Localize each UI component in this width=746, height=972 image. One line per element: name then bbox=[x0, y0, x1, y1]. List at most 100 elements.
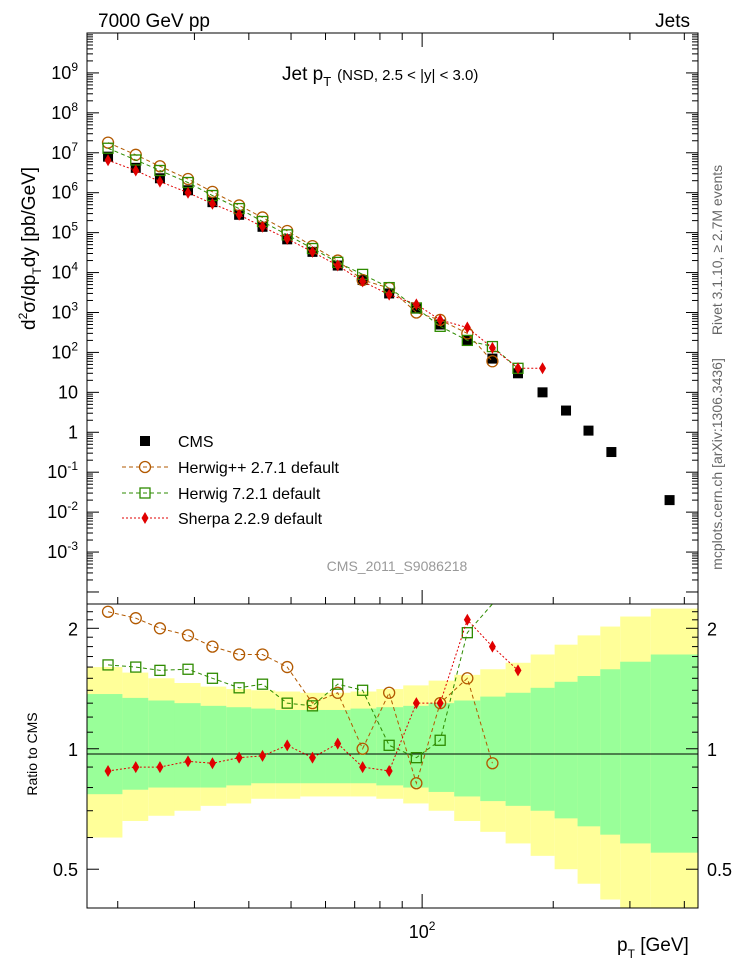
ratio-point-sherpa-2-2-9-default bbox=[463, 613, 471, 626]
point-herwig-7-2-1-default bbox=[461, 334, 473, 347]
y-tick-label: 10 bbox=[58, 382, 78, 402]
band-inner-segment bbox=[577, 675, 601, 827]
ratio-point-herwig-2-7-1-default bbox=[129, 612, 142, 625]
main-y-label-mid: σ/dp bbox=[19, 275, 40, 313]
ratio-point-herwig-2-7-1-default bbox=[256, 648, 269, 661]
ratio-point-herwig-2-7-1-default bbox=[486, 757, 499, 770]
y-tick-exp: 2 bbox=[71, 339, 78, 353]
point-sherpa-2-2-9-default bbox=[436, 313, 444, 326]
y-tick-base: 10 bbox=[51, 63, 71, 83]
y-tick-base: 10 bbox=[51, 302, 71, 322]
ratio-point-herwig-2-7-1-default bbox=[461, 672, 474, 685]
point-sherpa-2-2-9-default bbox=[385, 288, 393, 301]
point-herwig-7-2-1-default bbox=[154, 164, 166, 177]
y-tick-exp: 9 bbox=[71, 60, 78, 74]
ratio-point-sherpa-2-2-9-default bbox=[359, 761, 367, 774]
rivet-label: Rivet 3.1.10, ≥ 2.7M events bbox=[709, 165, 725, 335]
y-tick-label: 106 bbox=[51, 180, 78, 203]
ratio-point-sherpa-2-2-9-default bbox=[235, 751, 243, 764]
band-inner-segment bbox=[505, 692, 531, 806]
point-sherpa-2-2-9-default bbox=[156, 175, 164, 188]
legend-label-herwig-2-7-1-default: Herwig++ 2.7.1 default bbox=[178, 460, 340, 477]
ratio-point-herwig-2-7-1-default bbox=[281, 660, 294, 674]
x-label-sub: T bbox=[628, 947, 636, 961]
ratio-series bbox=[101, 603, 522, 790]
point-sherpa-2-2-9-default bbox=[539, 362, 547, 375]
ratio-point-herwig-2-7-1-default bbox=[383, 686, 396, 699]
point-herwig-7-2-1-default bbox=[102, 142, 114, 154]
ratio-point-sherpa-2-2-9-default bbox=[436, 697, 444, 710]
ratio-point-sherpa-2-2-9-default bbox=[488, 640, 496, 653]
y-tick-base: 10 bbox=[51, 263, 71, 283]
y-tick-label: 102 bbox=[51, 339, 78, 362]
legend-label-herwig-7-2-1-default: Herwig 7.2.1 default bbox=[178, 486, 321, 503]
point-sherpa-2-2-9-default bbox=[208, 197, 216, 210]
analysis-watermark: CMS_2011_S9086218 bbox=[327, 558, 468, 574]
ratio-point-sherpa-2-2-9-default bbox=[283, 739, 291, 752]
main-y-label-end: dy [pb/GeV] bbox=[19, 167, 40, 267]
band-inner-segment bbox=[454, 700, 481, 797]
y-tick-exp: 3 bbox=[71, 299, 78, 313]
ratio-point-herwig-7-2-1-default bbox=[281, 697, 293, 709]
y-tick-base: 10 bbox=[47, 462, 67, 482]
y-tick-label: 107 bbox=[51, 140, 78, 163]
band-inner-segment bbox=[554, 681, 578, 819]
ratio-plot-frame bbox=[86, 603, 699, 909]
point-cms bbox=[664, 495, 675, 506]
y-tick-base: 10 bbox=[47, 542, 67, 562]
main-y-label: d2σ/dpTdy [pb/GeV] bbox=[16, 167, 44, 330]
x-label: pT [GeV] bbox=[617, 935, 689, 961]
ratio-point-herwig-2-7-1-default bbox=[410, 777, 423, 790]
point-cms bbox=[561, 405, 572, 416]
point-sherpa-2-2-9-default bbox=[412, 298, 420, 311]
y-tick-exp: 5 bbox=[71, 220, 78, 234]
main-series bbox=[101, 136, 675, 506]
band-inner-segment bbox=[403, 705, 429, 788]
ratio-point-herwig-7-2-1-default bbox=[102, 659, 114, 671]
y-tick-label: 109 bbox=[51, 60, 78, 83]
series-line-sherpa-2-2-9-default bbox=[107, 159, 543, 369]
band-inner-segment bbox=[600, 669, 621, 835]
y-tick-label: 1 bbox=[68, 422, 78, 442]
point-herwig-2-7-1-default bbox=[486, 355, 499, 368]
ratio-point-sherpa-2-2-9-default bbox=[184, 755, 192, 768]
ratio-point-herwig-7-2-1-default bbox=[182, 663, 194, 675]
point-sherpa-2-2-9-default bbox=[283, 232, 291, 245]
band-inner-segment bbox=[428, 703, 455, 792]
ratio-point-sherpa-2-2-9-default bbox=[156, 761, 164, 774]
band-inner-segment bbox=[300, 709, 326, 784]
ratio-line-herwig-7-2-1-default bbox=[107, 603, 493, 759]
x-label-p: p bbox=[617, 935, 628, 956]
plot-title-subscript: T bbox=[323, 74, 331, 89]
legend-label-cms: CMS bbox=[178, 434, 214, 451]
ratio-point-sherpa-2-2-9-default bbox=[259, 749, 267, 762]
y-tick-exp: 7 bbox=[71, 140, 78, 154]
legend-marker-herwig-7-2-1-default bbox=[139, 487, 151, 499]
y-tick-label: 10-3 bbox=[47, 539, 78, 562]
ratio-point-herwig-7-2-1-default bbox=[332, 678, 344, 690]
ratio-y-tick-label-right: 1 bbox=[707, 740, 717, 760]
y-tick-base: 10 bbox=[51, 103, 71, 123]
y-tick-exp: 6 bbox=[71, 180, 78, 194]
point-cms bbox=[487, 353, 498, 364]
y-tick-exp: 4 bbox=[71, 260, 78, 274]
band-inner-segment bbox=[122, 697, 149, 790]
point-sherpa-2-2-9-default bbox=[359, 275, 367, 288]
point-sherpa-2-2-9-default bbox=[132, 164, 140, 177]
series-line-herwig-2-7-1-default bbox=[107, 142, 493, 362]
y-tick-label: 10-1 bbox=[47, 459, 78, 482]
main-y-label-sub: T bbox=[30, 267, 44, 275]
point-sherpa-2-2-9-default bbox=[334, 259, 342, 272]
y-tick-label: 103 bbox=[51, 299, 78, 322]
ratio-point-herwig-2-7-1-default bbox=[181, 629, 195, 642]
band-inner-segment bbox=[148, 700, 175, 788]
header-energy: 7000 GeV pp bbox=[98, 11, 210, 32]
ratio-y-tick-label-right: 2 bbox=[707, 619, 717, 639]
plot-title: Jet pT (NSD, 2.5 < |y| < 3.0) bbox=[282, 64, 478, 89]
ratio-y-axis: 0.5 0.5 1 1 2 2 bbox=[53, 611, 732, 880]
ratio-point-sherpa-2-2-9-default bbox=[385, 764, 393, 777]
x-label-unit: [GeV] bbox=[635, 935, 689, 956]
ratio-point-herwig-2-7-1-default bbox=[232, 648, 246, 661]
